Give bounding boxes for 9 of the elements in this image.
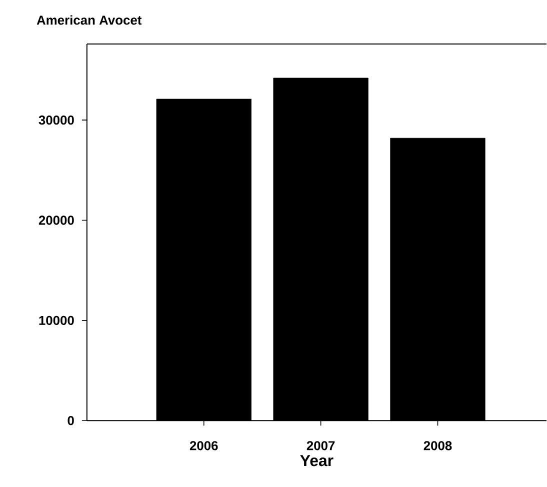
x-tick-label: 2008 — [424, 441, 452, 450]
chart-title: American Avocet — [36, 15, 142, 25]
x-axis-title: Year — [300, 455, 334, 466]
y-tick-label: 0 — [68, 416, 74, 426]
y-tick-label: 20000 — [38, 216, 74, 226]
x-tick-label: 2007 — [306, 441, 335, 450]
y-tick-label: 10000 — [39, 316, 74, 326]
y-tick-label: 30000 — [38, 116, 74, 125]
x-tick-label: 2006 — [190, 441, 218, 450]
